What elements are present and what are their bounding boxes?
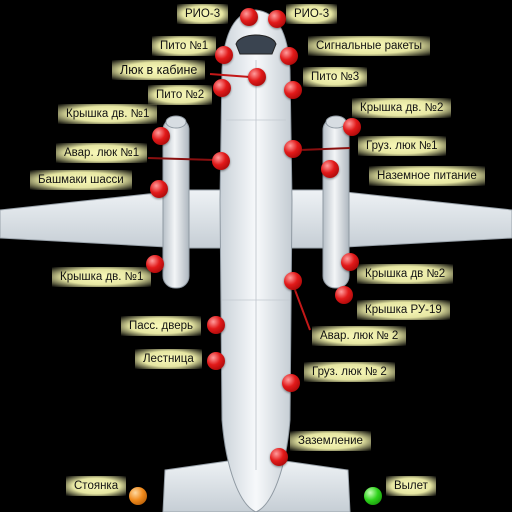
label-engine-cover-2-upper: Крышка дв. №2 <box>352 98 452 118</box>
label-engine-cover-1-lower: Крышка дв. №1 <box>52 267 152 287</box>
ladder-button[interactable] <box>207 352 225 370</box>
signal-rockets-button[interactable] <box>280 47 298 65</box>
engine-cover-1-lower-button[interactable] <box>146 255 164 273</box>
cockpit-windows <box>235 34 277 55</box>
label-passenger-door: Пасс. дверь <box>121 316 202 336</box>
grounding-button[interactable] <box>270 448 288 466</box>
cargo-hatch-2-button[interactable] <box>282 374 300 392</box>
pito1-button[interactable] <box>215 46 233 64</box>
label-pito3: Пито №3 <box>303 67 368 87</box>
label-cargo-hatch-1: Груз. люк №1 <box>358 136 446 156</box>
label-rio3-right: РИО-3 <box>286 4 338 24</box>
departure-button[interactable] <box>364 487 382 505</box>
pito2-button[interactable] <box>213 79 231 97</box>
passenger-door-button[interactable] <box>207 316 225 334</box>
label-parking: Стоянка <box>66 476 127 496</box>
label-grounding: Заземление <box>290 431 371 451</box>
engine-cover-2-lower-button[interactable] <box>341 253 359 271</box>
right-wing <box>277 189 512 249</box>
label-engine-cover-1-upper: Крышка дв. №1 <box>58 104 158 124</box>
cargo-hatch-1-button[interactable] <box>284 140 302 158</box>
label-engine-cover-2-lower: Крышка дв №2 <box>357 264 454 284</box>
label-chassis-chocks: Башмаки шасси <box>30 170 132 190</box>
label-departure: Вылет <box>386 476 436 496</box>
engine-cover-2-upper-button[interactable] <box>343 118 361 136</box>
label-cabin-hatch: Люк в кабине <box>112 60 206 80</box>
label-pito1: Пито №1 <box>152 36 217 56</box>
chassis-chocks-button[interactable] <box>150 180 168 198</box>
label-signal-rockets: Сигнальные ракеты <box>308 36 431 56</box>
label-cargo-hatch-2: Груз. люк № 2 <box>304 362 395 382</box>
label-emergency-hatch-2: Авар. люк № 2 <box>312 326 407 346</box>
cabin-hatch-button[interactable] <box>248 68 266 86</box>
rio3-left-button[interactable] <box>240 8 258 26</box>
label-rio3-left: РИО-3 <box>177 4 229 24</box>
label-pito2: Пито №2 <box>148 85 213 105</box>
emergency-hatch-1-button[interactable] <box>212 152 230 170</box>
label-emergency-hatch-1: Авар. люк №1 <box>56 143 148 163</box>
ru19-cover-button[interactable] <box>335 286 353 304</box>
label-ground-power: Наземное питание <box>369 166 485 186</box>
label-ru19-cover: Крышка РУ-19 <box>357 300 450 320</box>
nacelle-left <box>162 117 190 289</box>
rio3-right-button[interactable] <box>268 10 286 28</box>
parking-button[interactable] <box>129 487 147 505</box>
engine-cover-1-upper-button[interactable] <box>152 127 170 145</box>
emergency-hatch-2-button[interactable] <box>284 272 302 290</box>
ground-power-button[interactable] <box>321 160 339 178</box>
pito3-button[interactable] <box>284 81 302 99</box>
label-ladder: Лестница <box>135 349 202 369</box>
left-wing <box>0 189 236 249</box>
